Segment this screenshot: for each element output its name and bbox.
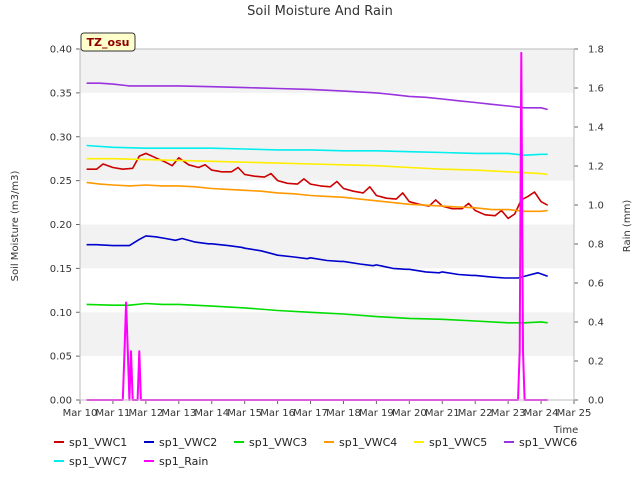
series-line-sp1-vwc4 xyxy=(86,181,548,213)
plot-band xyxy=(80,312,574,357)
legend-label: sp1_Rain xyxy=(159,455,208,468)
y-tick-label: 0.30 xyxy=(50,132,72,143)
x-tick-label: Mar 16 xyxy=(260,408,295,419)
x-tick-label: Mar 15 xyxy=(227,408,262,419)
y-tick-label: 0.35 xyxy=(50,88,72,99)
plot-background-bands xyxy=(80,49,574,400)
plot-band xyxy=(80,92,574,137)
y2-tick-label: 0.4 xyxy=(588,318,604,329)
x-tick-label: Mar 25 xyxy=(557,408,592,419)
legend-label: sp1_VWC5 xyxy=(429,436,487,449)
series-line-sp1-vwc5 xyxy=(86,157,548,176)
legend-label: sp1_VWC2 xyxy=(159,436,217,449)
plot-band xyxy=(80,224,574,269)
x-tick-label: Mar 18 xyxy=(326,408,361,419)
legend-label: sp1_VWC6 xyxy=(519,436,577,449)
site-label-box: TZ_osu xyxy=(80,32,136,52)
y2-tick-label: 0.0 xyxy=(588,396,604,407)
x-tick-label: Mar 22 xyxy=(458,408,493,419)
x-axis-label: Time xyxy=(553,425,578,436)
y-axis-label: Soil Moisture (m3/m3) xyxy=(10,171,21,282)
legend-label: sp1_VWC4 xyxy=(339,436,397,449)
x-tick-label: Mar 11 xyxy=(96,408,131,419)
plot-frame xyxy=(79,48,575,401)
site-label-text: TZ_osu xyxy=(87,36,130,49)
y-tick-label: 0.00 xyxy=(50,396,72,407)
x-tick-label: Mar 12 xyxy=(128,408,163,419)
y2-tick-label: 0.2 xyxy=(588,357,604,368)
legend-label: sp1_VWC1 xyxy=(69,436,127,449)
y-tick-label: 0.40 xyxy=(50,45,72,56)
x-tick-label: Mar 17 xyxy=(293,408,328,419)
plot-band xyxy=(80,356,574,400)
x-tick-label: Mar 14 xyxy=(194,408,229,419)
series-line-sp1-vwc1 xyxy=(86,152,549,220)
x-tick-label: Mar 10 xyxy=(63,408,98,419)
x-tick-label: Mar 19 xyxy=(359,408,394,419)
y-tick-label: 0.15 xyxy=(50,264,72,275)
plot-band xyxy=(80,136,574,181)
chart-title: Soil Moisture And Rain xyxy=(247,4,393,19)
x-tick-label: Mar 24 xyxy=(524,408,559,419)
series-line-sp1-vwc3 xyxy=(86,302,548,324)
legend-label: sp1_VWC7 xyxy=(69,455,127,468)
series-lines xyxy=(86,51,549,401)
left-axis-ticks: 0.00 0.05 0.10 0.15 0.20 0.25 0.30 0.35 0.40 xyxy=(50,45,80,407)
y2-tick-label: 1.0 xyxy=(588,201,604,212)
legend: sp1_VWC1 sp1_VWC2 sp1_VWC3 sp1_VWC4 sp1_VWC5… xyxy=(54,436,577,468)
y2-tick-label: 1.8 xyxy=(588,45,604,56)
series-line-sp1-vwc2 xyxy=(86,235,548,279)
y2-tick-label: 1.2 xyxy=(588,162,604,173)
x-tick-label: Mar 21 xyxy=(425,408,460,419)
site-label-background xyxy=(80,32,136,52)
x-tick-label: Mar 13 xyxy=(161,408,196,419)
y-tick-label: 0.05 xyxy=(50,352,72,363)
series-line-sp1-vwc7 xyxy=(86,144,548,156)
plot-band xyxy=(80,268,574,313)
x-tick-label: Mar 23 xyxy=(491,408,526,419)
series-line-sp1-rain xyxy=(86,51,548,401)
y2-tick-label: 1.4 xyxy=(588,123,604,134)
y2-tick-label: 0.6 xyxy=(588,279,604,290)
plot-band xyxy=(80,180,574,225)
y-tick-label: 0.10 xyxy=(50,308,72,319)
right-axis-ticks: 0.0 0.2 0.4 0.6 0.8 1.0 1.2 1.4 1.6 1.8 xyxy=(574,45,604,407)
y2-tick-label: 1.6 xyxy=(588,84,604,95)
x-tick-label: Mar 20 xyxy=(392,408,427,419)
legend-label: sp1_VWC3 xyxy=(249,436,307,449)
series-line-sp1-vwc6 xyxy=(86,82,548,111)
y-tick-label: 0.25 xyxy=(50,176,72,187)
y2-axis-label: Rain (mm) xyxy=(622,200,633,253)
y-tick-label: 0.20 xyxy=(50,220,72,231)
y2-tick-label: 0.8 xyxy=(588,240,604,251)
